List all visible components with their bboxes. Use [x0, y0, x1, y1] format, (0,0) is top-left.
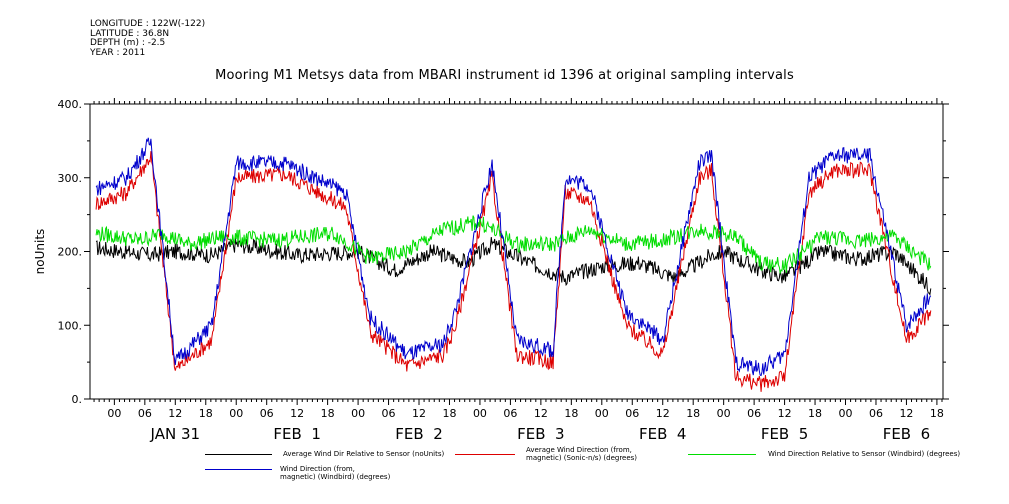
x-hour-label: 00: [717, 407, 731, 420]
x-hour-label: 18: [199, 407, 213, 420]
x-hour-label: 18: [442, 407, 456, 420]
metadata-block: LONGITUDE : 122W(-122) LATITUDE : 36.8N …: [90, 19, 206, 58]
x-hour-label: 18: [321, 407, 335, 420]
x-hour-label: 00: [229, 407, 243, 420]
depth-label: DEPTH (m) : -2.5: [90, 38, 166, 48]
series-line-dir_mag_windbird: [95, 137, 932, 377]
x-hour-label: 06: [138, 407, 152, 420]
x-hour-label: 12: [534, 407, 548, 420]
x-hour-label: 12: [656, 407, 670, 420]
x-hour-label: 06: [382, 407, 396, 420]
x-hour-label: 00: [595, 407, 609, 420]
x-hour-label: 06: [869, 407, 883, 420]
x-hour-label: 12: [899, 407, 913, 420]
y-axis-label: noUnits: [33, 229, 47, 275]
x-hour-label: 00: [473, 407, 487, 420]
x-hour-label: 00: [107, 407, 121, 420]
x-day-label: FEB 1: [273, 425, 320, 443]
x-hour-label: 06: [625, 407, 639, 420]
x-day-label: FEB 2: [395, 425, 442, 443]
x-hour-label: 00: [351, 407, 365, 420]
x-hour-label: 06: [747, 407, 761, 420]
latitude-label: LATITUDE : 36.8N: [90, 28, 170, 39]
y-tick-label: 400.: [58, 98, 83, 111]
x-hour-label: 18: [686, 407, 700, 420]
x-hour-label: 12: [412, 407, 426, 420]
x-hour-label: 00: [839, 407, 853, 420]
series-line-avg_dir_mag_sonic: [95, 151, 932, 392]
x-hour-label: 12: [778, 407, 792, 420]
x-day-label: FEB 4: [639, 425, 686, 443]
x-hour-label: 18: [930, 407, 944, 420]
year-label: YEAR : 2011: [90, 47, 146, 58]
y-tick-label: 100.: [58, 319, 83, 332]
x-day-label: FEB 6: [883, 425, 930, 443]
y-tick-label: 0.: [72, 393, 83, 406]
longitude-label: LONGITUDE : 122W(-122): [90, 19, 206, 29]
x-hour-label: 06: [503, 407, 517, 420]
x-hour-label: 18: [808, 407, 822, 420]
x-day-label: FEB 3: [517, 425, 564, 443]
series-line-dir_rel_windbird: [95, 215, 932, 274]
y-tick-label: 300.: [58, 172, 83, 185]
chart-title: Mooring M1 Metsys data from MBARI instru…: [215, 68, 794, 83]
x-hour-label: 18: [564, 407, 578, 420]
x-hour-label: 12: [290, 407, 304, 420]
x-day-label: JAN 31: [150, 425, 201, 443]
x-hour-label: 06: [260, 407, 274, 420]
x-day-label: FEB 5: [761, 425, 808, 443]
y-tick-label: 200.: [58, 246, 83, 259]
x-hour-label: 12: [168, 407, 182, 420]
